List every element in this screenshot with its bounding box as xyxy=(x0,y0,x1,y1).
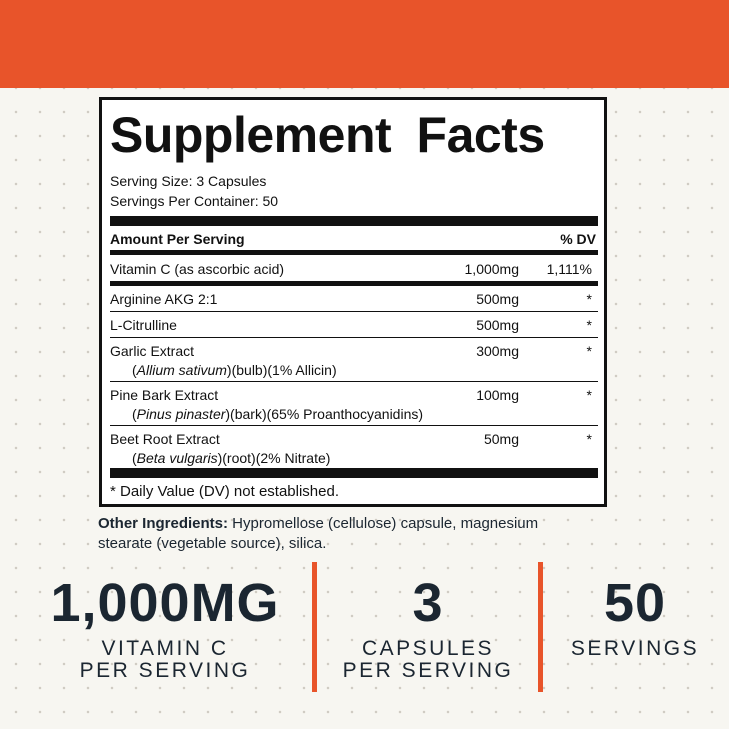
nutrient-amount: 100mg xyxy=(476,387,519,403)
source-text: )(root)(2% Nitrate) xyxy=(217,450,331,466)
stat-caption: PER SERVING xyxy=(79,659,251,682)
source-latin: Beta vulgaris xyxy=(136,450,218,466)
top-banner xyxy=(0,0,729,88)
servings-per-container: Servings Per Container: 50 xyxy=(110,193,279,209)
stat-caption: SERVINGS xyxy=(570,637,700,660)
title: Supplement Facts xyxy=(110,107,545,163)
nutrient-name: Garlic Extract xyxy=(110,343,195,359)
row-rule xyxy=(110,381,598,382)
other-ingredients-text: Hypromellose (cellulose) capsule, magnes… xyxy=(98,515,539,552)
nutrient-amount: 500mg xyxy=(476,317,519,333)
source-text: ( xyxy=(132,362,137,378)
source-latin: Allium sativum xyxy=(136,362,227,378)
rule xyxy=(110,281,598,286)
source-text: )(bark)(65% Proanthocyanidins) xyxy=(225,406,424,422)
dv-header: % DV xyxy=(560,231,596,247)
other-ingredients-label: Other Ingredients: xyxy=(98,515,229,532)
source-text: ( xyxy=(132,450,137,466)
rule xyxy=(110,468,598,478)
row-rule xyxy=(110,425,598,426)
rule xyxy=(110,216,598,226)
nutrient-amount: 1,000mg xyxy=(464,261,519,277)
stat-caption: VITAMIN C xyxy=(101,637,229,660)
row-rule xyxy=(110,311,598,312)
nutrient-name: Beet Root Extract xyxy=(110,431,220,447)
stat-caption: PER SERVING xyxy=(342,659,514,682)
divider xyxy=(538,562,543,692)
nutrient-amount: 300mg xyxy=(476,343,519,359)
nutrient-name: Arginine AKG 2:1 xyxy=(110,291,218,307)
nutrient-dv: * xyxy=(586,387,592,403)
nutrient-source: (Pinus pinaster)(bark)(65% Proanthocyani… xyxy=(132,406,423,422)
nutrient-name: L-Citrulline xyxy=(110,317,177,333)
stat-value: 50 xyxy=(603,573,667,633)
footnote: * Daily Value (DV) not established. xyxy=(110,483,339,500)
serving-size: Serving Size: 3 Capsules xyxy=(110,173,267,189)
stat-value: 3 xyxy=(412,573,444,633)
nutrient-name: Vitamin C (as ascorbic acid) xyxy=(110,261,285,277)
nutrient-dv: * xyxy=(586,431,592,447)
nutrient-dv: 1,111% xyxy=(546,261,592,277)
source-latin: Pinus pinaster xyxy=(136,406,226,422)
stat-caption: CAPSULES xyxy=(361,637,495,660)
amount-header: Amount Per Serving xyxy=(110,231,245,247)
row-rule xyxy=(110,337,598,338)
nutrient-dv: * xyxy=(586,343,592,359)
nutrient-name: Pine Bark Extract xyxy=(110,387,219,403)
rule xyxy=(110,250,598,255)
stat-value: 1,000MG xyxy=(50,573,280,633)
nutrient-amount: 500mg xyxy=(476,291,519,307)
other-ingredients: Other Ingredients: Hypromellose (cellulo… xyxy=(98,514,568,554)
source-text: ( xyxy=(132,406,137,422)
supplement-facts-panel: Supplement Facts Serving Size: 3 Capsule… xyxy=(99,97,607,507)
nutrient-source: (Allium sativum)(bulb)(1% Allicin) xyxy=(132,362,337,378)
nutrient-dv: * xyxy=(586,291,592,307)
nutrient-amount: 50mg xyxy=(483,431,519,447)
nutrient-dv: * xyxy=(586,317,592,333)
nutrient-source: (Beta vulgaris)(root)(2% Nitrate) xyxy=(132,450,330,466)
source-text: )(bulb)(1% Allicin) xyxy=(226,362,337,378)
divider xyxy=(312,562,317,692)
